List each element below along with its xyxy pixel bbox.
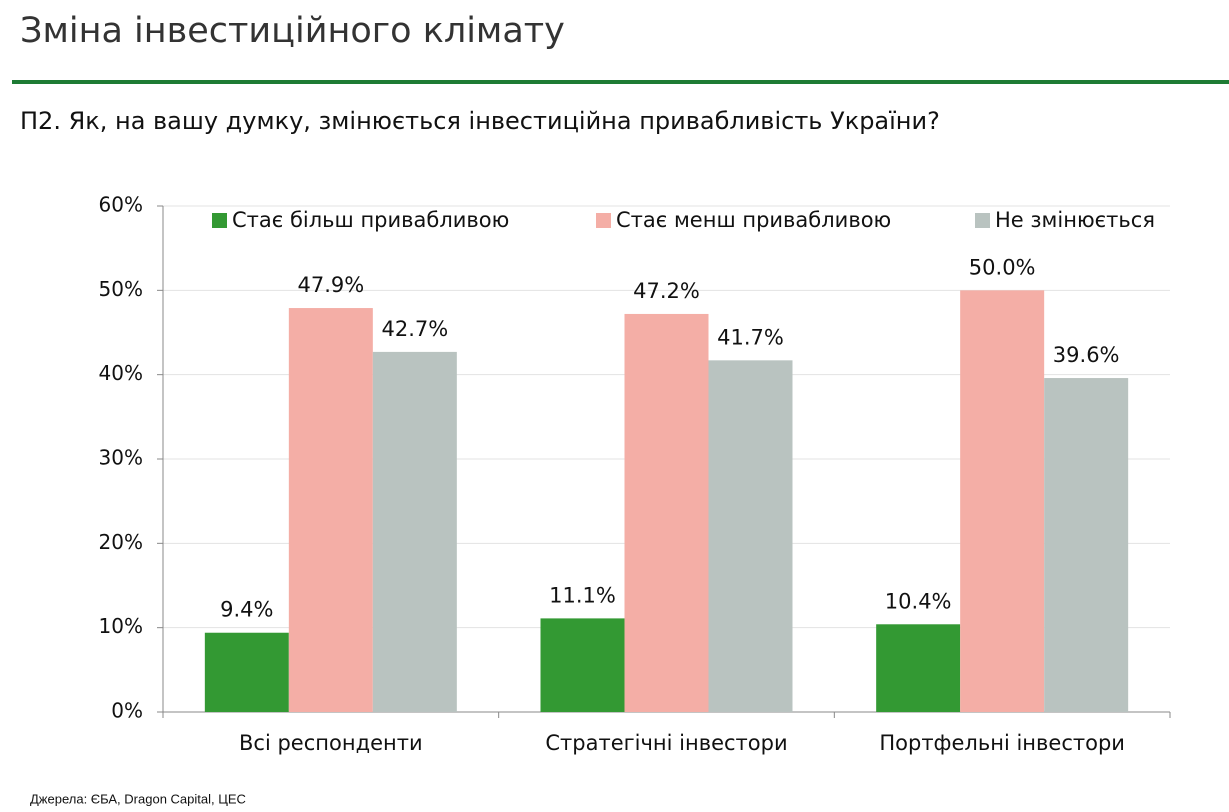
value-label: 39.6% xyxy=(1053,343,1120,367)
title-rule xyxy=(12,80,1229,84)
bar xyxy=(624,313,709,712)
value-label: 47.9% xyxy=(297,273,364,297)
legend-swatch xyxy=(212,213,227,228)
x-tick-label: Портфельні інвестори xyxy=(879,731,1125,755)
bar xyxy=(708,360,793,712)
value-label: 9.4% xyxy=(220,598,273,622)
bar xyxy=(204,632,289,712)
bar xyxy=(960,290,1045,712)
y-tick-label: 0% xyxy=(111,699,143,723)
legend-label: Стає менш привабливою xyxy=(616,208,891,232)
legend-swatch xyxy=(975,213,990,228)
value-label: 10.4% xyxy=(885,589,952,613)
value-label: 47.2% xyxy=(633,279,700,303)
y-tick-label: 50% xyxy=(99,277,143,301)
bar xyxy=(540,618,625,712)
legend-label: Стає більш привабливою xyxy=(232,208,509,232)
bar xyxy=(1044,378,1129,712)
legend-label: Не змінюється xyxy=(995,208,1155,232)
x-tick-label: Всі респонденти xyxy=(239,731,423,755)
y-tick-label: 10% xyxy=(99,614,143,638)
value-label: 50.0% xyxy=(969,255,1036,279)
chart-subtitle: П2. Як, на вашу думку, змінюється інвест… xyxy=(20,107,940,135)
bar xyxy=(876,624,961,712)
y-tick-label: 20% xyxy=(99,530,143,554)
chart-title: Зміна інвестиційного клімату xyxy=(20,11,565,51)
y-tick-label: 40% xyxy=(99,361,143,385)
legend-swatch xyxy=(596,213,611,228)
y-tick-label: 30% xyxy=(99,446,143,470)
value-label: 11.1% xyxy=(549,583,616,607)
value-label: 41.7% xyxy=(717,325,784,349)
bar xyxy=(288,308,373,712)
y-tick-label: 60% xyxy=(99,193,143,217)
source-note: Джерела: ЄБА, Dragon Capital, ЦЕС xyxy=(30,791,246,806)
bar xyxy=(372,351,457,712)
value-label: 42.7% xyxy=(381,317,448,341)
x-tick-label: Стратегічні інвестори xyxy=(545,731,787,755)
